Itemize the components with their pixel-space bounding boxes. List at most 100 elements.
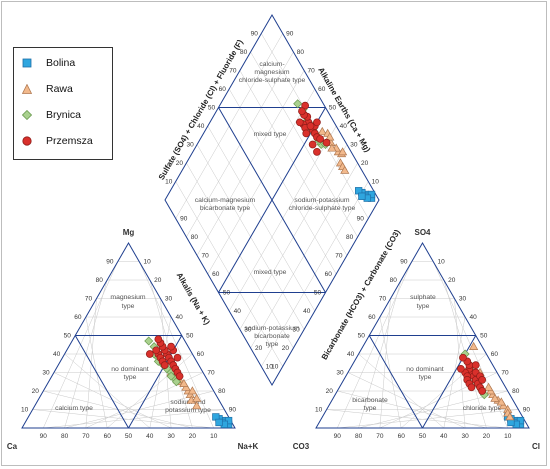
marker-przemsza xyxy=(456,364,465,373)
tick-label: 40 xyxy=(234,308,242,315)
tick-label: 50 xyxy=(208,105,216,112)
marker-brynica xyxy=(144,336,154,346)
tick-label: 80 xyxy=(218,388,226,395)
tick-label: 40 xyxy=(440,433,448,440)
circle-marker-icon xyxy=(22,136,32,146)
field-label: sodium-potassium xyxy=(244,325,299,332)
tick-label: 40 xyxy=(146,433,154,440)
diamond-outline xyxy=(164,14,380,386)
tick-label: 70 xyxy=(82,433,90,440)
field-label: bicarbonate xyxy=(352,397,388,404)
legend-label: Przemsza xyxy=(46,135,93,147)
marker-przemsza xyxy=(152,346,161,355)
marker-rawa xyxy=(483,382,494,391)
data-points xyxy=(144,99,525,428)
marker-rawa xyxy=(505,412,515,421)
tick-label: 20 xyxy=(448,277,456,284)
field-label: type xyxy=(266,341,279,348)
marker-rawa xyxy=(317,126,327,135)
marker-rawa xyxy=(187,386,198,395)
apex-label-nak: Na+K xyxy=(238,442,259,451)
apex-label-co3: CO3 xyxy=(293,442,310,451)
tick-label: 60 xyxy=(491,351,499,358)
marker-przemsza xyxy=(322,138,331,147)
tick-label: 90 xyxy=(106,259,114,266)
field-label: bicarbonate xyxy=(254,333,290,340)
tick-label: 50 xyxy=(480,333,488,340)
tick-label: 70 xyxy=(207,370,215,377)
tick-label: 30 xyxy=(165,296,173,303)
tick-label: 60 xyxy=(325,271,333,278)
tick-label: 80 xyxy=(61,433,69,440)
tick-label: 30 xyxy=(292,327,300,334)
field-label: potassium type xyxy=(165,407,211,414)
tick-label: 30 xyxy=(336,370,344,377)
tick-label: 10 xyxy=(271,364,279,371)
marker-brynica xyxy=(293,99,303,109)
legend-item-rawa: Rawa xyxy=(21,83,73,95)
marker-rawa xyxy=(469,341,479,350)
axis-label-bicarbonate: Bicarbonate (HCO3) + Carbonate (CO3) xyxy=(320,228,402,362)
tick-label: 60 xyxy=(104,433,112,440)
tick-label: 80 xyxy=(390,277,398,284)
marker-rawa xyxy=(338,147,348,156)
apex-label-ca: Ca xyxy=(7,442,18,451)
tick-label: 20 xyxy=(361,160,369,167)
triangle-marker-icon xyxy=(21,83,33,94)
marker-przemsza xyxy=(459,353,467,362)
marker-rawa xyxy=(325,132,335,141)
marker-rawa xyxy=(192,401,202,410)
tick-label: 60 xyxy=(219,86,227,93)
tick-label: 50 xyxy=(419,433,427,440)
tick-label: 70 xyxy=(379,296,387,303)
anion-triangle: 90 10 90 80 20 80 70 30 70 60 40 60 50 50 50 40 60 40 30 70… xyxy=(293,228,540,451)
field-label: calcium type xyxy=(55,405,93,412)
tick-label: 70 xyxy=(201,253,209,260)
tick-label: 80 xyxy=(346,234,354,241)
legend-label: Brynica xyxy=(46,109,82,121)
tick-label: 90 xyxy=(229,407,237,414)
field-boundary xyxy=(218,107,326,293)
marker-przemsza xyxy=(145,350,154,358)
marker-przemsza xyxy=(478,376,486,384)
diamond-marker-icon xyxy=(21,109,33,121)
tick-label: 50 xyxy=(186,333,194,340)
tick-label: 90 xyxy=(251,31,259,38)
field-label: chloride-sulphate type xyxy=(289,205,356,212)
marker-przemsza xyxy=(313,118,321,127)
tick-label: 60 xyxy=(398,433,406,440)
marker-bolina xyxy=(215,418,223,427)
legend-item-brynica: Brynica xyxy=(21,109,82,121)
field-label: sodium-potassium xyxy=(294,197,349,204)
axis-label-sulfate: Sulfate (SO4) + Chloride (Cl) + Fluoride… xyxy=(157,38,245,182)
tick-label: 20 xyxy=(154,277,162,284)
marker-przemsza xyxy=(175,372,184,381)
tick-label: 10 xyxy=(315,407,323,414)
tick-label: 10 xyxy=(210,433,218,440)
field-label: calcium- xyxy=(259,61,284,68)
marker-bolina xyxy=(367,190,376,199)
tick-label: 30 xyxy=(186,142,194,149)
field-boundary xyxy=(368,335,423,429)
field-label: magnesium xyxy=(254,69,289,76)
tick-label: 80 xyxy=(240,49,248,56)
tick-label: 20 xyxy=(255,345,263,352)
field-label: chloride type xyxy=(463,405,502,412)
field-boundary xyxy=(74,335,129,429)
tick-label: 10 xyxy=(144,259,152,266)
tick-label: 30 xyxy=(244,327,252,334)
tick-label: 20 xyxy=(176,160,184,167)
tick-label: 20 xyxy=(282,345,290,352)
marker-brynica xyxy=(166,371,176,381)
tick-label: 90 xyxy=(180,216,188,223)
tick-label: 90 xyxy=(286,31,294,38)
marker-bolina xyxy=(516,416,525,425)
legend-item-przemsza: Przemsza xyxy=(22,135,93,147)
field-label: mixed type xyxy=(254,269,287,276)
tick-label: 80 xyxy=(191,234,199,241)
tick-label: 90 xyxy=(40,433,48,440)
tick-label: 30 xyxy=(459,296,467,303)
tick-label: 60 xyxy=(212,271,220,278)
legend-label: Rawa xyxy=(46,83,73,95)
apex-label-so4: SO4 xyxy=(414,228,431,237)
